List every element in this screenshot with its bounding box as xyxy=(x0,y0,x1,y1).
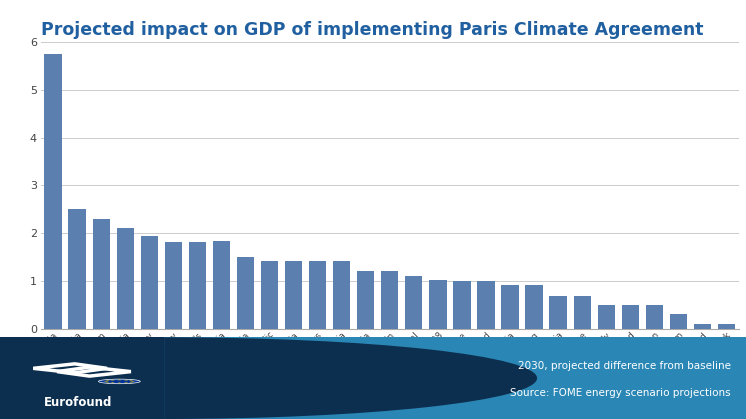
Bar xyxy=(501,285,518,329)
Polygon shape xyxy=(124,382,128,383)
Bar xyxy=(694,324,711,329)
Bar xyxy=(236,257,254,329)
Bar xyxy=(285,261,302,329)
Polygon shape xyxy=(105,382,110,383)
Text: Source: FOME energy scenario projections: Source: FOME energy scenario projections xyxy=(510,388,731,398)
Bar xyxy=(93,219,110,329)
Bar xyxy=(454,281,471,329)
Text: Eurofound: Eurofound xyxy=(44,396,113,409)
Bar xyxy=(670,313,687,329)
Bar xyxy=(189,242,206,329)
Bar xyxy=(550,296,567,329)
Wedge shape xyxy=(164,337,537,419)
Bar xyxy=(116,228,134,329)
Bar xyxy=(598,305,615,329)
Bar xyxy=(405,276,422,329)
Text: 2030, projected difference from baseline: 2030, projected difference from baseline xyxy=(518,361,731,371)
Polygon shape xyxy=(131,381,135,382)
Bar xyxy=(574,296,591,329)
Polygon shape xyxy=(110,382,115,383)
Bar xyxy=(718,324,735,329)
Bar xyxy=(621,305,639,329)
Polygon shape xyxy=(129,382,134,383)
Bar xyxy=(309,261,326,329)
Bar xyxy=(69,210,86,329)
Bar xyxy=(261,261,278,329)
Polygon shape xyxy=(105,380,110,381)
Bar xyxy=(357,271,374,329)
Bar xyxy=(381,271,398,329)
Bar xyxy=(646,305,663,329)
Polygon shape xyxy=(129,380,134,381)
Circle shape xyxy=(98,379,140,384)
Bar xyxy=(140,235,158,329)
Bar xyxy=(477,281,495,329)
Bar xyxy=(213,241,230,329)
FancyBboxPatch shape xyxy=(0,337,746,419)
Bar xyxy=(525,285,543,329)
Bar xyxy=(45,54,62,329)
Bar xyxy=(333,261,351,329)
Text: Projected impact on GDP of implementing Paris Climate Agreement: Projected impact on GDP of implementing … xyxy=(41,21,703,39)
Bar xyxy=(165,242,182,329)
FancyBboxPatch shape xyxy=(0,337,164,419)
Bar xyxy=(429,280,447,329)
Polygon shape xyxy=(104,381,108,382)
